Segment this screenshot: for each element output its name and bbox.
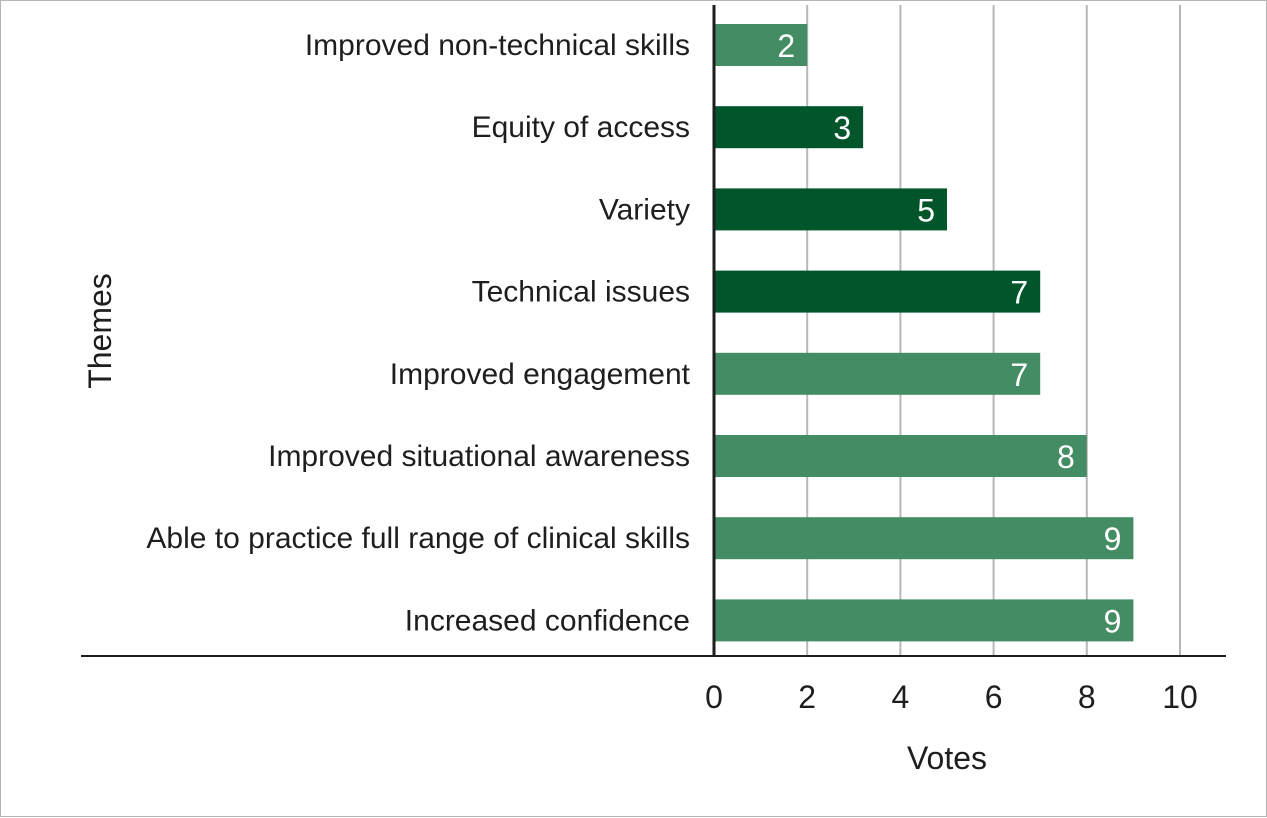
category-label-7: Increased confidence [405, 604, 690, 637]
y-axis-title: Themes [82, 273, 118, 389]
data-label-7: 9 [1104, 603, 1122, 639]
x-tick-label-0: 0 [705, 679, 723, 715]
category-label-2: Variety [599, 193, 690, 226]
bar-5 [714, 435, 1087, 477]
category-label-4: Improved engagement [390, 358, 691, 391]
data-label-6: 9 [1104, 521, 1122, 557]
data-label-1: 3 [833, 110, 851, 146]
category-labels: Improved non-technical skills Equity of a… [146, 29, 690, 637]
data-label-5: 8 [1057, 439, 1075, 475]
category-label-3: Technical issues [472, 276, 690, 309]
data-label-3: 7 [1010, 275, 1028, 311]
bars: 2 3 5 7 7 8 9 9 [714, 24, 1134, 642]
data-label-2: 5 [917, 192, 935, 228]
category-label-0: Improved non-technical skills [305, 29, 690, 62]
category-label-5: Improved situational awareness [268, 440, 690, 473]
x-tick-label-10: 10 [1162, 679, 1198, 715]
x-tick-label-8: 8 [1078, 679, 1096, 715]
bar-2 [714, 188, 947, 231]
bar-1 [714, 106, 864, 149]
x-tick-labels: 0 2 4 6 8 10 [705, 679, 1198, 715]
bar-4 [714, 352, 1041, 395]
data-label-0: 2 [777, 28, 795, 64]
bar-6 [714, 517, 1134, 560]
x-axis-title: Votes [907, 740, 987, 776]
category-label-1: Equity of access [472, 111, 690, 144]
bar-7 [714, 599, 1134, 642]
bar-0 [714, 24, 808, 66]
x-tick-label-4: 4 [892, 679, 910, 715]
x-tick-label-2: 2 [798, 679, 816, 715]
data-label-4: 7 [1010, 357, 1028, 393]
bar-3 [714, 270, 1041, 313]
x-tick-label-6: 6 [985, 679, 1003, 715]
category-label-6: Able to practice full range of clinical … [146, 522, 690, 555]
